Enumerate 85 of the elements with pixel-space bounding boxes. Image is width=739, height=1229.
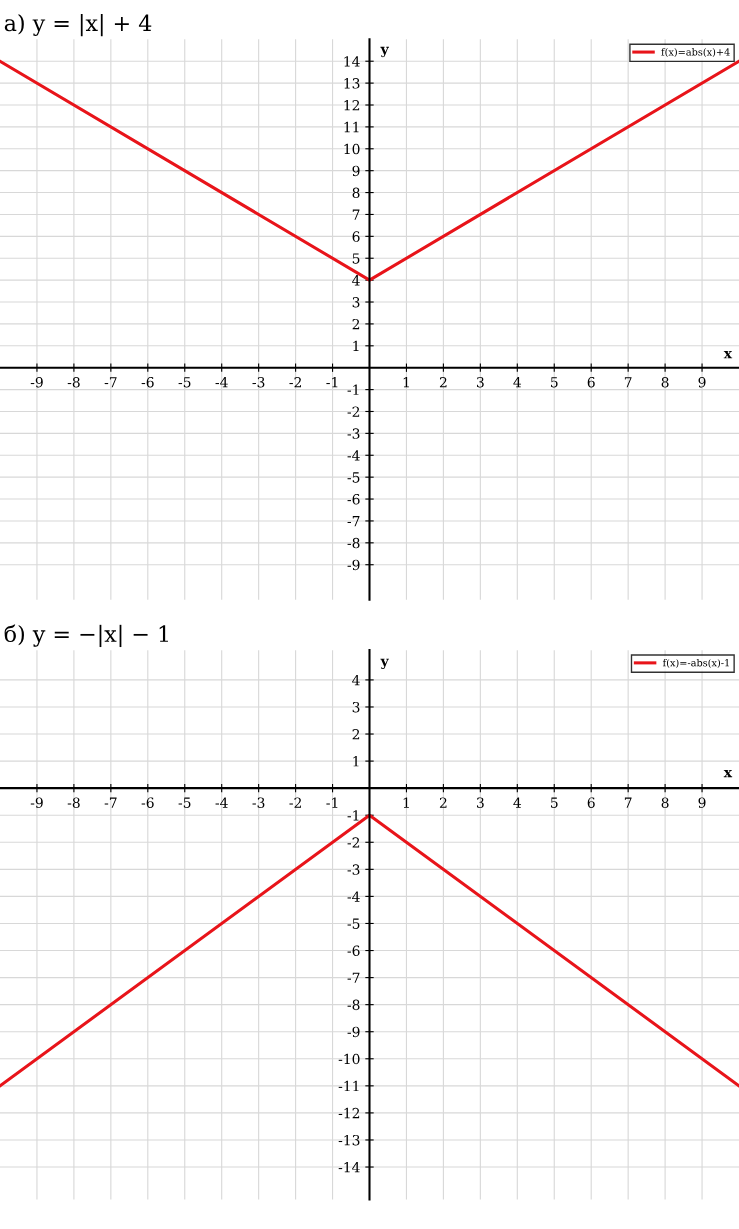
- y-tick-label: 2: [352, 729, 360, 740]
- x-tick-label: -7: [104, 797, 117, 808]
- y-tick-label: 3: [352, 701, 360, 713]
- x-tick-label: 2: [439, 797, 447, 808]
- y-tick-label: -3: [347, 864, 360, 875]
- x-tick-label: 5: [551, 797, 558, 808]
- chart-title: а) y = |x| + 4: [4, 14, 152, 37]
- x-tick-label: -1: [326, 376, 338, 388]
- chart-title: б) y = −|x| − 1: [4, 624, 168, 648]
- x-tick-label: 1: [403, 797, 409, 808]
- y-tick-label: -6: [347, 945, 360, 957]
- y-tick-label: 9: [352, 165, 360, 177]
- y-tick-label: 11: [344, 121, 359, 133]
- y-tick-label: 4: [352, 275, 360, 286]
- x-tick-label: 3: [476, 797, 484, 808]
- x-tick-label: 3: [476, 376, 484, 388]
- x-tick-label: -3: [252, 376, 265, 388]
- x-tick-label: 2: [439, 376, 447, 388]
- x-tick-label: 4: [513, 797, 522, 808]
- x-tick-label: 8: [661, 797, 669, 808]
- y-tick-label: -7: [347, 972, 360, 983]
- x-tick-label: 7: [624, 797, 632, 808]
- x-tick-label: 6: [587, 797, 595, 808]
- y-tick-label: -3: [347, 428, 360, 439]
- y-tick-label: -2: [347, 837, 360, 848]
- x-tick-label: -8: [67, 376, 80, 388]
- x-tick-label: 6: [587, 376, 595, 388]
- y-tick-label: -13: [338, 1134, 360, 1146]
- x-tick-label: -6: [141, 376, 154, 388]
- y-tick-label: -5: [347, 918, 360, 929]
- x-tick-label: -3: [252, 797, 265, 808]
- y-tick-label: 12: [344, 99, 360, 111]
- y-tick-label: -10: [338, 1053, 360, 1065]
- x-tick-label: 4: [513, 376, 522, 388]
- legend-label: f(x)=abs(x)+4: [661, 48, 730, 57]
- y-axis-title: y: [380, 46, 389, 58]
- legend-label: f(x)=-abs(x)-1: [662, 658, 729, 668]
- x-tick-label: -7: [104, 377, 117, 388]
- y-tick-label: -5: [347, 472, 360, 483]
- y-tick-label: -4: [347, 450, 360, 461]
- y-tick-label: 3: [352, 297, 360, 308]
- x-tick-label: -2: [289, 376, 301, 388]
- y-tick-label: 13: [344, 78, 360, 89]
- y-tick-label: -1: [347, 384, 359, 395]
- x-tick-label: 5: [551, 377, 558, 388]
- x-tick-label: 9: [698, 797, 706, 808]
- y-tick-label: -1: [347, 810, 359, 821]
- y-tick-label: -12: [338, 1107, 360, 1119]
- x-tick-label: 8: [661, 376, 669, 388]
- y-tick-label: 7: [352, 209, 360, 220]
- y-tick-label: -9: [347, 559, 360, 571]
- x-tick-label: 9: [698, 376, 706, 388]
- y-tick-label: -6: [347, 494, 360, 505]
- y-tick-label: 10: [344, 143, 360, 155]
- y-tick-label: 1: [353, 340, 359, 352]
- x-tick-label: -4: [215, 797, 228, 808]
- x-tick-label: -2: [289, 797, 301, 808]
- x-tick-label: -9: [30, 797, 43, 808]
- y-tick-label: 6: [352, 231, 360, 242]
- y-tick-label: 5: [352, 253, 360, 264]
- x-tick-label: -9: [30, 376, 43, 388]
- x-axis-title: x: [723, 769, 733, 778]
- y-tick-label: -7: [347, 516, 360, 527]
- y-tick-label: 4: [352, 674, 360, 686]
- x-tick-label: -6: [141, 797, 154, 808]
- y-tick-label: 8: [352, 187, 360, 199]
- y-axis-title: y: [380, 658, 389, 669]
- x-tick-label: -5: [178, 797, 191, 808]
- y-tick-label: 1: [353, 756, 359, 767]
- y-tick-label: -8: [347, 537, 360, 549]
- y-tick-label: -14: [338, 1162, 360, 1173]
- x-tick-label: 1: [403, 376, 409, 388]
- y-tick-label: -11: [338, 1080, 359, 1092]
- y-tick-label: -9: [347, 1026, 360, 1038]
- x-axis-title: x: [723, 351, 733, 359]
- x-tick-label: -8: [67, 797, 80, 808]
- y-tick-label: 14: [344, 56, 360, 67]
- y-tick-label: -8: [347, 999, 360, 1011]
- y-tick-label: 2: [352, 318, 360, 330]
- y-tick-label: -4: [347, 891, 360, 902]
- x-tick-label: 7: [624, 377, 632, 388]
- x-tick-label: -1: [326, 797, 338, 808]
- y-tick-label: -2: [347, 406, 360, 417]
- x-tick-label: -4: [215, 376, 228, 388]
- x-tick-label: -5: [178, 377, 191, 388]
